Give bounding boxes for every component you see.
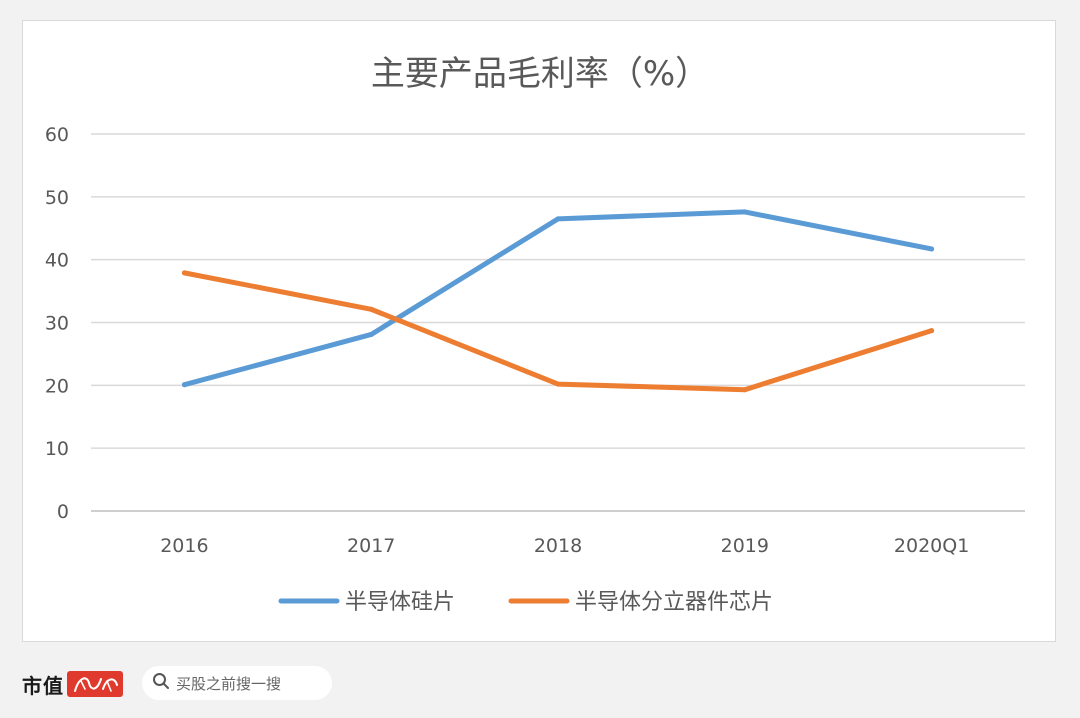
- search-placeholder: 买股之前搜一搜: [176, 674, 282, 693]
- series-2-point: [368, 306, 374, 312]
- footer-bar: 市值 买股之前搜一搜: [0, 655, 1080, 718]
- x-tick-label: 2017: [347, 535, 395, 557]
- series-1-point: [555, 216, 561, 222]
- series-line-2: [181, 270, 935, 393]
- x-tick-label: 2020Q1: [894, 535, 969, 557]
- line-chart: 主要产品毛利率（%） 0 10 20 30 40 50 60 2016 2017 2018 2019 2…: [45, 54, 1025, 615]
- chart-title: 主要产品毛利率（%）: [371, 54, 709, 94]
- brand-name: 市值: [22, 673, 64, 698]
- series-2-point: [929, 328, 935, 334]
- x-tick-label: 2016: [160, 535, 208, 557]
- y-tick-label: 30: [45, 313, 69, 335]
- y-tick-label: 60: [45, 124, 69, 146]
- series-1-point: [742, 209, 748, 215]
- y-tick-label: 20: [45, 375, 69, 397]
- series-1-point: [368, 331, 374, 337]
- y-tick-label: 0: [57, 501, 69, 523]
- series-line-1: [181, 209, 935, 388]
- series-1-point: [929, 246, 935, 252]
- series-2-point: [742, 387, 748, 393]
- y-tick-label: 50: [45, 187, 69, 209]
- x-tick-label: 2019: [721, 535, 769, 557]
- series-2-point: [181, 270, 187, 276]
- series-1-point: [181, 382, 187, 388]
- y-tick-label: 10: [45, 438, 69, 460]
- series-2-point: [555, 381, 561, 387]
- x-tick-label: 2018: [534, 535, 582, 557]
- chart-card: 主要产品毛利率（%） 0 10 20 30 40 50 60 2016 2017 2018 2019 2…: [22, 20, 1056, 642]
- y-tick-label: 40: [45, 250, 69, 272]
- legend-label-2: 半导体分立器件芯片: [575, 590, 773, 615]
- search-box[interactable]: 买股之前搜一搜: [142, 666, 332, 700]
- legend-label-1: 半导体硅片: [345, 590, 455, 615]
- brand-seal-icon: [67, 671, 123, 697]
- brand-logo[interactable]: 市值: [22, 669, 123, 699]
- search-icon: [152, 672, 170, 694]
